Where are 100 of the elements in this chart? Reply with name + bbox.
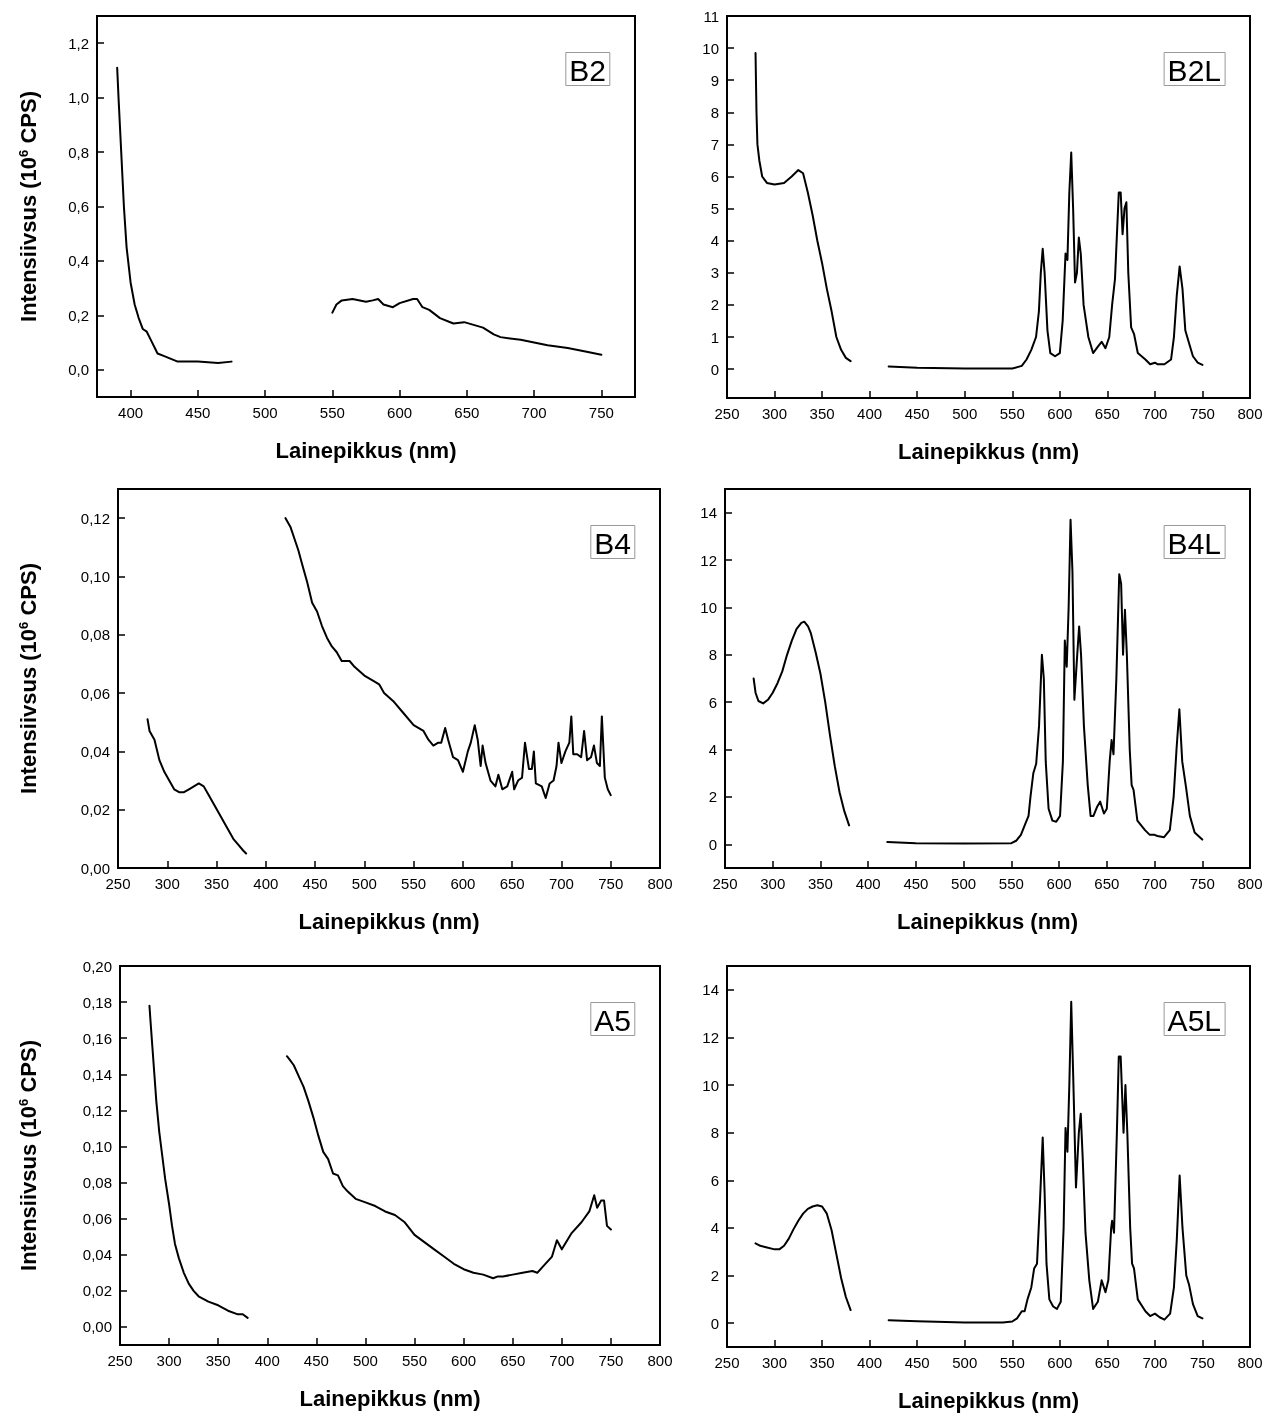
x-tick-label: 600: [1047, 1354, 1073, 1371]
x-tick-label: 750: [1189, 1354, 1215, 1371]
text: A5: [594, 1003, 632, 1037]
line-series: [887, 151, 1204, 370]
y-tick-label: 12: [702, 1028, 719, 1046]
x-tick-label: 300: [154, 875, 180, 892]
x-tick-label: 400: [857, 405, 883, 422]
y-tick-label: 1: [710, 328, 719, 346]
y-tick-label: 2: [710, 1267, 719, 1285]
x-tick-label: 250: [105, 875, 131, 892]
x-tick-label: 650: [1094, 1354, 1120, 1371]
y-tick-label: 0,6: [68, 198, 89, 215]
y-tick-label: 0,18: [82, 993, 112, 1011]
x-tick-label: 500: [351, 875, 377, 892]
text: B2L: [1167, 53, 1222, 87]
y-tick-label: 0,16: [82, 1029, 112, 1047]
x-tick-label: 450: [303, 1352, 329, 1369]
y-tick-label: 10: [702, 39, 719, 57]
x-tick-label: 750: [598, 875, 624, 892]
y-tick-label: 4: [710, 1219, 719, 1237]
y-tick-label: 0,08: [80, 626, 110, 644]
x-tick-label: 550: [402, 1352, 428, 1369]
x-tick-label: 650: [1094, 875, 1120, 892]
x-tick-label: 350: [204, 875, 230, 892]
x-tick-label: 750: [1189, 405, 1215, 422]
y-tick-label: 2: [710, 296, 719, 314]
x-axis-title: Lainepikkus (nm): [898, 438, 1079, 464]
x-tick-label: 250: [712, 875, 738, 892]
x-tick-label: 800: [647, 1352, 673, 1369]
x-tick-label: 750: [588, 404, 614, 421]
x-tick-label: 250: [107, 1352, 133, 1369]
x-tick-label: 350: [807, 875, 833, 892]
x-tick-label: 600: [1047, 405, 1073, 422]
x-axis-title: Lainepikkus (nm): [298, 908, 480, 934]
x-tick-label: 800: [1237, 1354, 1263, 1371]
x-tick-label: 800: [647, 875, 673, 892]
x-tick-label: 700: [549, 1352, 575, 1369]
x-tick-label: 550: [999, 405, 1025, 422]
line-series: [146, 718, 248, 855]
x-tick-label: 450: [185, 404, 211, 421]
x-tick-label: 350: [809, 1354, 835, 1371]
x-axis-title: Lainepikkus (nm): [299, 1385, 481, 1411]
y-axis-title: Intensiivsus (106 CPS): [16, 563, 41, 794]
y-tick-label: 0: [710, 360, 719, 378]
line-series: [754, 51, 852, 363]
x-tick-label: 500: [952, 1354, 978, 1371]
x-tick-label: 700: [521, 404, 547, 421]
x-tick-label: 300: [156, 1352, 182, 1369]
x-tick-label: 600: [1046, 875, 1072, 892]
y-tick-label: 0,10: [82, 1137, 112, 1155]
x-tick-label: 700: [1142, 875, 1168, 892]
y-tick-label: 0,02: [82, 1282, 112, 1300]
text: B4: [594, 526, 632, 560]
y-tick-label: 8: [710, 103, 719, 121]
y-tick-label: 0,06: [82, 1210, 112, 1228]
x-tick-label: 400: [857, 1354, 883, 1371]
y-tick-label: 10: [700, 598, 717, 616]
y-tick-label: 0,08: [82, 1174, 112, 1192]
x-tick-label: 400: [855, 875, 881, 892]
y-tick-label: 3: [710, 264, 719, 282]
x-tick-label: 400: [118, 404, 144, 421]
x-tick-label: 450: [904, 1354, 930, 1371]
x-tick-label: 800: [1237, 405, 1263, 422]
x-tick-label: 750: [598, 1352, 624, 1369]
x-tick-label: 250: [714, 405, 740, 422]
x-tick-label: 550: [401, 875, 427, 892]
x-axis-title: Lainepikkus (nm): [275, 437, 457, 463]
line-series: [754, 1204, 852, 1312]
y-axis-title: Intensiivsus (106 CPS): [16, 1040, 41, 1271]
x-tick-label: 600: [387, 404, 413, 421]
y-tick-label: 5: [710, 200, 719, 218]
y-tick-label: 0,02: [80, 801, 110, 819]
y-axis-title: Intensiivsus (106 CPS): [16, 91, 41, 322]
x-tick-label: 250: [714, 1354, 740, 1371]
x-tick-label: 700: [1142, 1354, 1168, 1371]
y-tick-label: 11: [703, 7, 719, 25]
y-tick-label: 12: [700, 551, 717, 569]
y-tick-label: 9: [710, 71, 719, 89]
y-tick-label: 6: [708, 693, 717, 711]
x-tick-label: 500: [252, 404, 278, 421]
y-tick-label: 0,12: [80, 509, 110, 527]
y-tick-label: 0,12: [82, 1101, 112, 1119]
x-tick-label: 450: [302, 875, 328, 892]
y-tick-label: 2: [708, 788, 717, 806]
x-tick-label: 600: [451, 1352, 477, 1369]
x-tick-label: 400: [253, 875, 279, 892]
line-series: [148, 1004, 249, 1319]
x-tick-label: 450: [904, 405, 930, 422]
y-tick-label: 4: [710, 232, 719, 250]
x-tick-label: 800: [1237, 875, 1263, 892]
y-tick-label: 4: [708, 741, 717, 759]
y-tick-label: 14: [702, 981, 719, 999]
x-tick-label: 650: [1094, 405, 1120, 422]
y-tick-label: 14: [700, 504, 717, 522]
y-tick-label: 1,2: [68, 34, 89, 52]
x-tick-label: 300: [762, 405, 788, 422]
y-tick-label: 0,20: [82, 957, 112, 975]
y-tick-label: 0,14: [82, 1065, 112, 1083]
y-tick-label: 1,0: [68, 89, 89, 107]
y-tick-label: 0,04: [82, 1246, 112, 1264]
